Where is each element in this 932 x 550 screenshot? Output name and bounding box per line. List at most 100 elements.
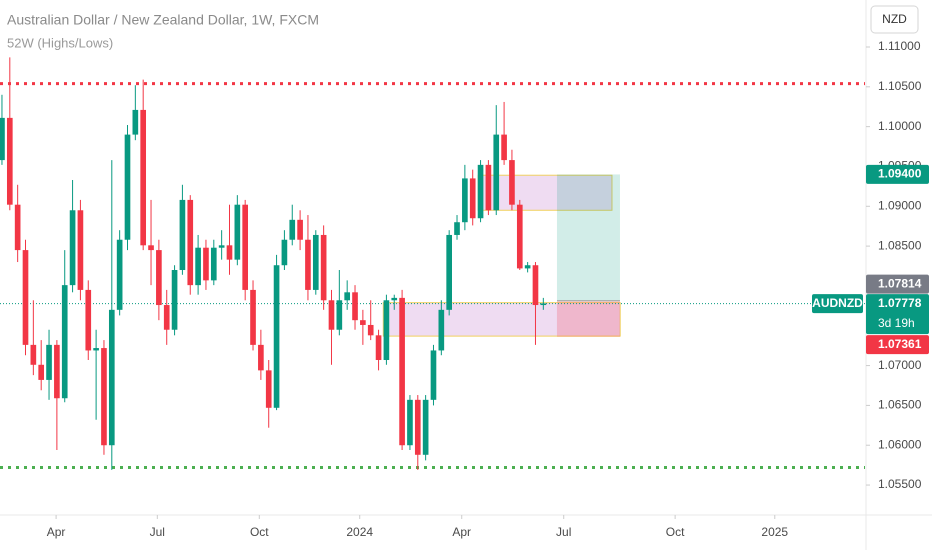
candle-body [540, 303, 547, 306]
candle-body [407, 399, 413, 446]
candle-body [399, 297, 405, 446]
x-tick-label: Apr [47, 525, 66, 539]
candle-body [289, 219, 296, 240]
candle-body [30, 344, 37, 365]
y-tick-label: 1.10500 [878, 79, 922, 93]
candle-body [532, 265, 539, 306]
candle-body [360, 320, 366, 325]
candle-body [375, 335, 382, 361]
candle-body [438, 309, 445, 351]
candle-body [46, 344, 52, 380]
candle-body [352, 292, 358, 321]
x-tick-label: Oct [666, 525, 685, 539]
candle-body [116, 239, 123, 310]
currency-button[interactable] [870, 5, 919, 34]
last-price-bg [866, 294, 929, 335]
y-tick-label: 1.09000 [878, 198, 922, 212]
supply-demand-zone [382, 302, 621, 337]
candle-body [14, 204, 21, 251]
candle-body [203, 247, 209, 281]
x-tick-label: Jul [150, 525, 165, 539]
candle-body [367, 324, 374, 336]
candle-body [273, 265, 280, 408]
supply-demand-zone [477, 174, 613, 211]
target-price-label: 1.09400 [878, 167, 922, 181]
symbol-tag-bg [812, 294, 863, 314]
candle-body [312, 234, 319, 290]
candle-body [485, 164, 492, 211]
candle-body [305, 239, 311, 290]
y-tick-label: 1.10000 [878, 119, 922, 133]
candle-body [0, 117, 5, 161]
candle-body [297, 219, 303, 240]
candle-body [77, 210, 84, 290]
plot-area [0, 57, 865, 470]
position-loss [556, 300, 620, 337]
target-price-label-bg [866, 164, 929, 184]
candle-body [281, 239, 288, 266]
candle-body [383, 300, 390, 361]
candle-body [163, 305, 170, 330]
candle-body [226, 245, 233, 260]
candle-body [391, 297, 398, 301]
candle-body [250, 289, 256, 345]
candle-body [54, 344, 60, 399]
indicator-label: 52W (Highs/Lows) [7, 35, 113, 50]
y-tick-label: 1.05500 [878, 477, 922, 491]
candle-body [140, 109, 147, 246]
candle-body [258, 344, 264, 371]
candle-body [132, 109, 139, 135]
entry-price-label: 1.07814 [878, 276, 922, 290]
candle-body [430, 350, 437, 400]
candle-body [477, 164, 484, 219]
position-profit [556, 174, 620, 301]
candle-body [509, 160, 515, 205]
stop-price-label: 1.07361 [878, 337, 922, 351]
y-tick-label: 1.06500 [878, 398, 922, 412]
candle-body [344, 292, 351, 301]
candle-body [493, 134, 500, 211]
countdown-label: 3d 19h [878, 316, 915, 330]
candle-body [179, 199, 186, 271]
candle-body [336, 300, 343, 330]
candle-body [210, 247, 217, 281]
candle-body [218, 245, 225, 248]
candle-body [516, 204, 523, 269]
candle-body [454, 222, 460, 235]
candle-body [234, 204, 241, 260]
candle-body [38, 364, 45, 380]
candle-body [61, 285, 68, 399]
y-tick-label: 1.06000 [878, 437, 922, 451]
candle-body [85, 289, 92, 351]
candle-body [195, 247, 201, 286]
symbol-tag: AUDNZD [812, 296, 863, 310]
x-tick-label: 2025 [761, 525, 788, 539]
candle-body [524, 265, 531, 269]
candle-body [156, 250, 162, 306]
candle-body [69, 210, 76, 286]
candle-body [469, 178, 476, 219]
currency-label[interactable]: NZD [882, 12, 907, 26]
candle-body [462, 178, 468, 223]
x-tick-label: Apr [452, 525, 471, 539]
candle-body [6, 117, 13, 205]
candle-body [22, 250, 29, 345]
candle-body [101, 348, 107, 446]
candle-body [414, 399, 421, 455]
y-tick-label: 1.07000 [878, 358, 922, 372]
candle-body [124, 134, 131, 240]
candle-body [171, 270, 178, 330]
candle-body [187, 199, 194, 286]
entry-price-label-bg [866, 274, 929, 294]
stop-price-label-bg [866, 335, 929, 355]
candle-body [93, 348, 99, 351]
candle-body [320, 234, 327, 301]
y-tick-label: 1.11000 [878, 39, 921, 53]
candle-body [148, 245, 154, 251]
candle-body [422, 399, 429, 455]
x-tick-label: Jul [556, 525, 571, 539]
candle-body [328, 300, 335, 330]
y-tick-label: 1.08500 [878, 238, 922, 252]
